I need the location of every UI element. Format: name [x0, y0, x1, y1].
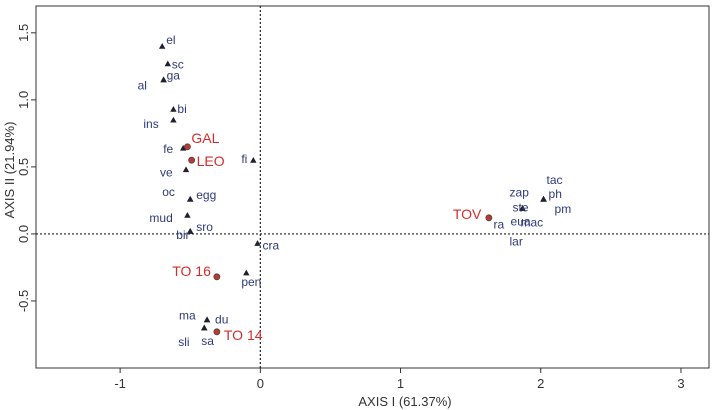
species-point-cra: [254, 240, 261, 246]
species-label-fe: fe: [163, 142, 173, 156]
species-point-sli: [201, 324, 208, 331]
y-tick-label: 1.5: [16, 24, 31, 42]
species-label-egg: egg: [196, 188, 216, 202]
site-label-to-14: TO 14: [224, 327, 263, 343]
species-label-cra: cra: [263, 238, 280, 252]
species-label-lar: lar: [510, 234, 523, 248]
species-label-sro: sro: [196, 220, 213, 234]
species-point-bir: [187, 228, 194, 234]
species-label-el: el: [166, 33, 175, 47]
site-point-leo: [188, 156, 196, 164]
x-tick-label: 1: [397, 376, 404, 391]
points-layer: [158, 43, 547, 336]
species-label-ste: ste: [513, 200, 529, 214]
site-label-to-16: TO 16: [172, 263, 211, 279]
species-point-fe: [180, 144, 187, 151]
species-label-bi: bi: [177, 102, 186, 116]
site-label-gal: GAL: [191, 130, 219, 146]
site-point-to-16: [213, 273, 221, 281]
species-label-ins: ins: [143, 117, 158, 131]
y-tick-label: 1.0: [16, 91, 31, 109]
species-point-pen: [243, 269, 250, 276]
species-label-al: al: [138, 79, 147, 93]
x-tick-label: 3: [677, 376, 684, 391]
species-label-ve: ve: [160, 166, 173, 180]
y-axis-label: AXIS II (21.94%): [2, 122, 17, 219]
species-label-eua: eua: [511, 214, 531, 228]
species-label-fi: fi: [241, 152, 247, 166]
axes-layer: -1 0 1 2 3 -0.5 0.0 0.5 1.0 1.5: [16, 6, 709, 391]
site-point-gal: [184, 143, 191, 151]
species-point-el: [158, 43, 166, 49]
species-label-oc: oc: [162, 185, 175, 199]
species-label-mud: mud: [149, 211, 172, 225]
species-label-ma: ma: [179, 309, 196, 323]
y-tick-label: 0.5: [16, 158, 31, 176]
species-label-zap: zap: [510, 185, 530, 199]
species-label-mac: mac: [521, 215, 544, 229]
species-point-pm: [540, 195, 547, 202]
site-point-tov: [485, 214, 493, 222]
species-point-bi: [170, 106, 177, 112]
species-label-bir: bir: [176, 228, 189, 242]
species-label-sa: sa: [201, 334, 214, 348]
y-tick-label: -0.5: [16, 290, 31, 312]
species-point-lar: [519, 205, 526, 212]
x-tick-label: 0: [257, 376, 264, 391]
species-point-mud: [184, 211, 191, 218]
x-axis-label: AXIS I (61.37%): [358, 394, 451, 409]
species-point-sc: [164, 60, 171, 67]
species-point-ma: [203, 316, 211, 323]
site-label-tov: TOV: [453, 206, 482, 222]
species-label-du: du: [215, 313, 228, 327]
species-label-pen: pen: [241, 275, 261, 289]
species-label-ph: ph: [549, 187, 562, 201]
species-point-oc: [187, 195, 194, 202]
species-label-sc: sc: [172, 58, 184, 72]
species-label-ra: ra: [494, 217, 505, 231]
species-point-ve: [182, 166, 190, 173]
y-tick-label: 0.0: [16, 225, 31, 243]
site-point-to-14: [213, 328, 221, 336]
species-point-fi: [250, 156, 257, 163]
species-point-ins: [170, 116, 177, 123]
x-tick-label: 2: [537, 376, 544, 391]
species-label-sli: sli: [178, 335, 189, 349]
species-label-ga: ga: [167, 69, 181, 83]
x-tick-label: -1: [114, 376, 126, 391]
species-point-al: [160, 76, 167, 83]
site-label-leo: LEO: [197, 153, 225, 169]
plot-frame: [35, 5, 710, 369]
species-label-pm: pm: [555, 202, 572, 216]
species-label-tac: tac: [547, 173, 563, 187]
